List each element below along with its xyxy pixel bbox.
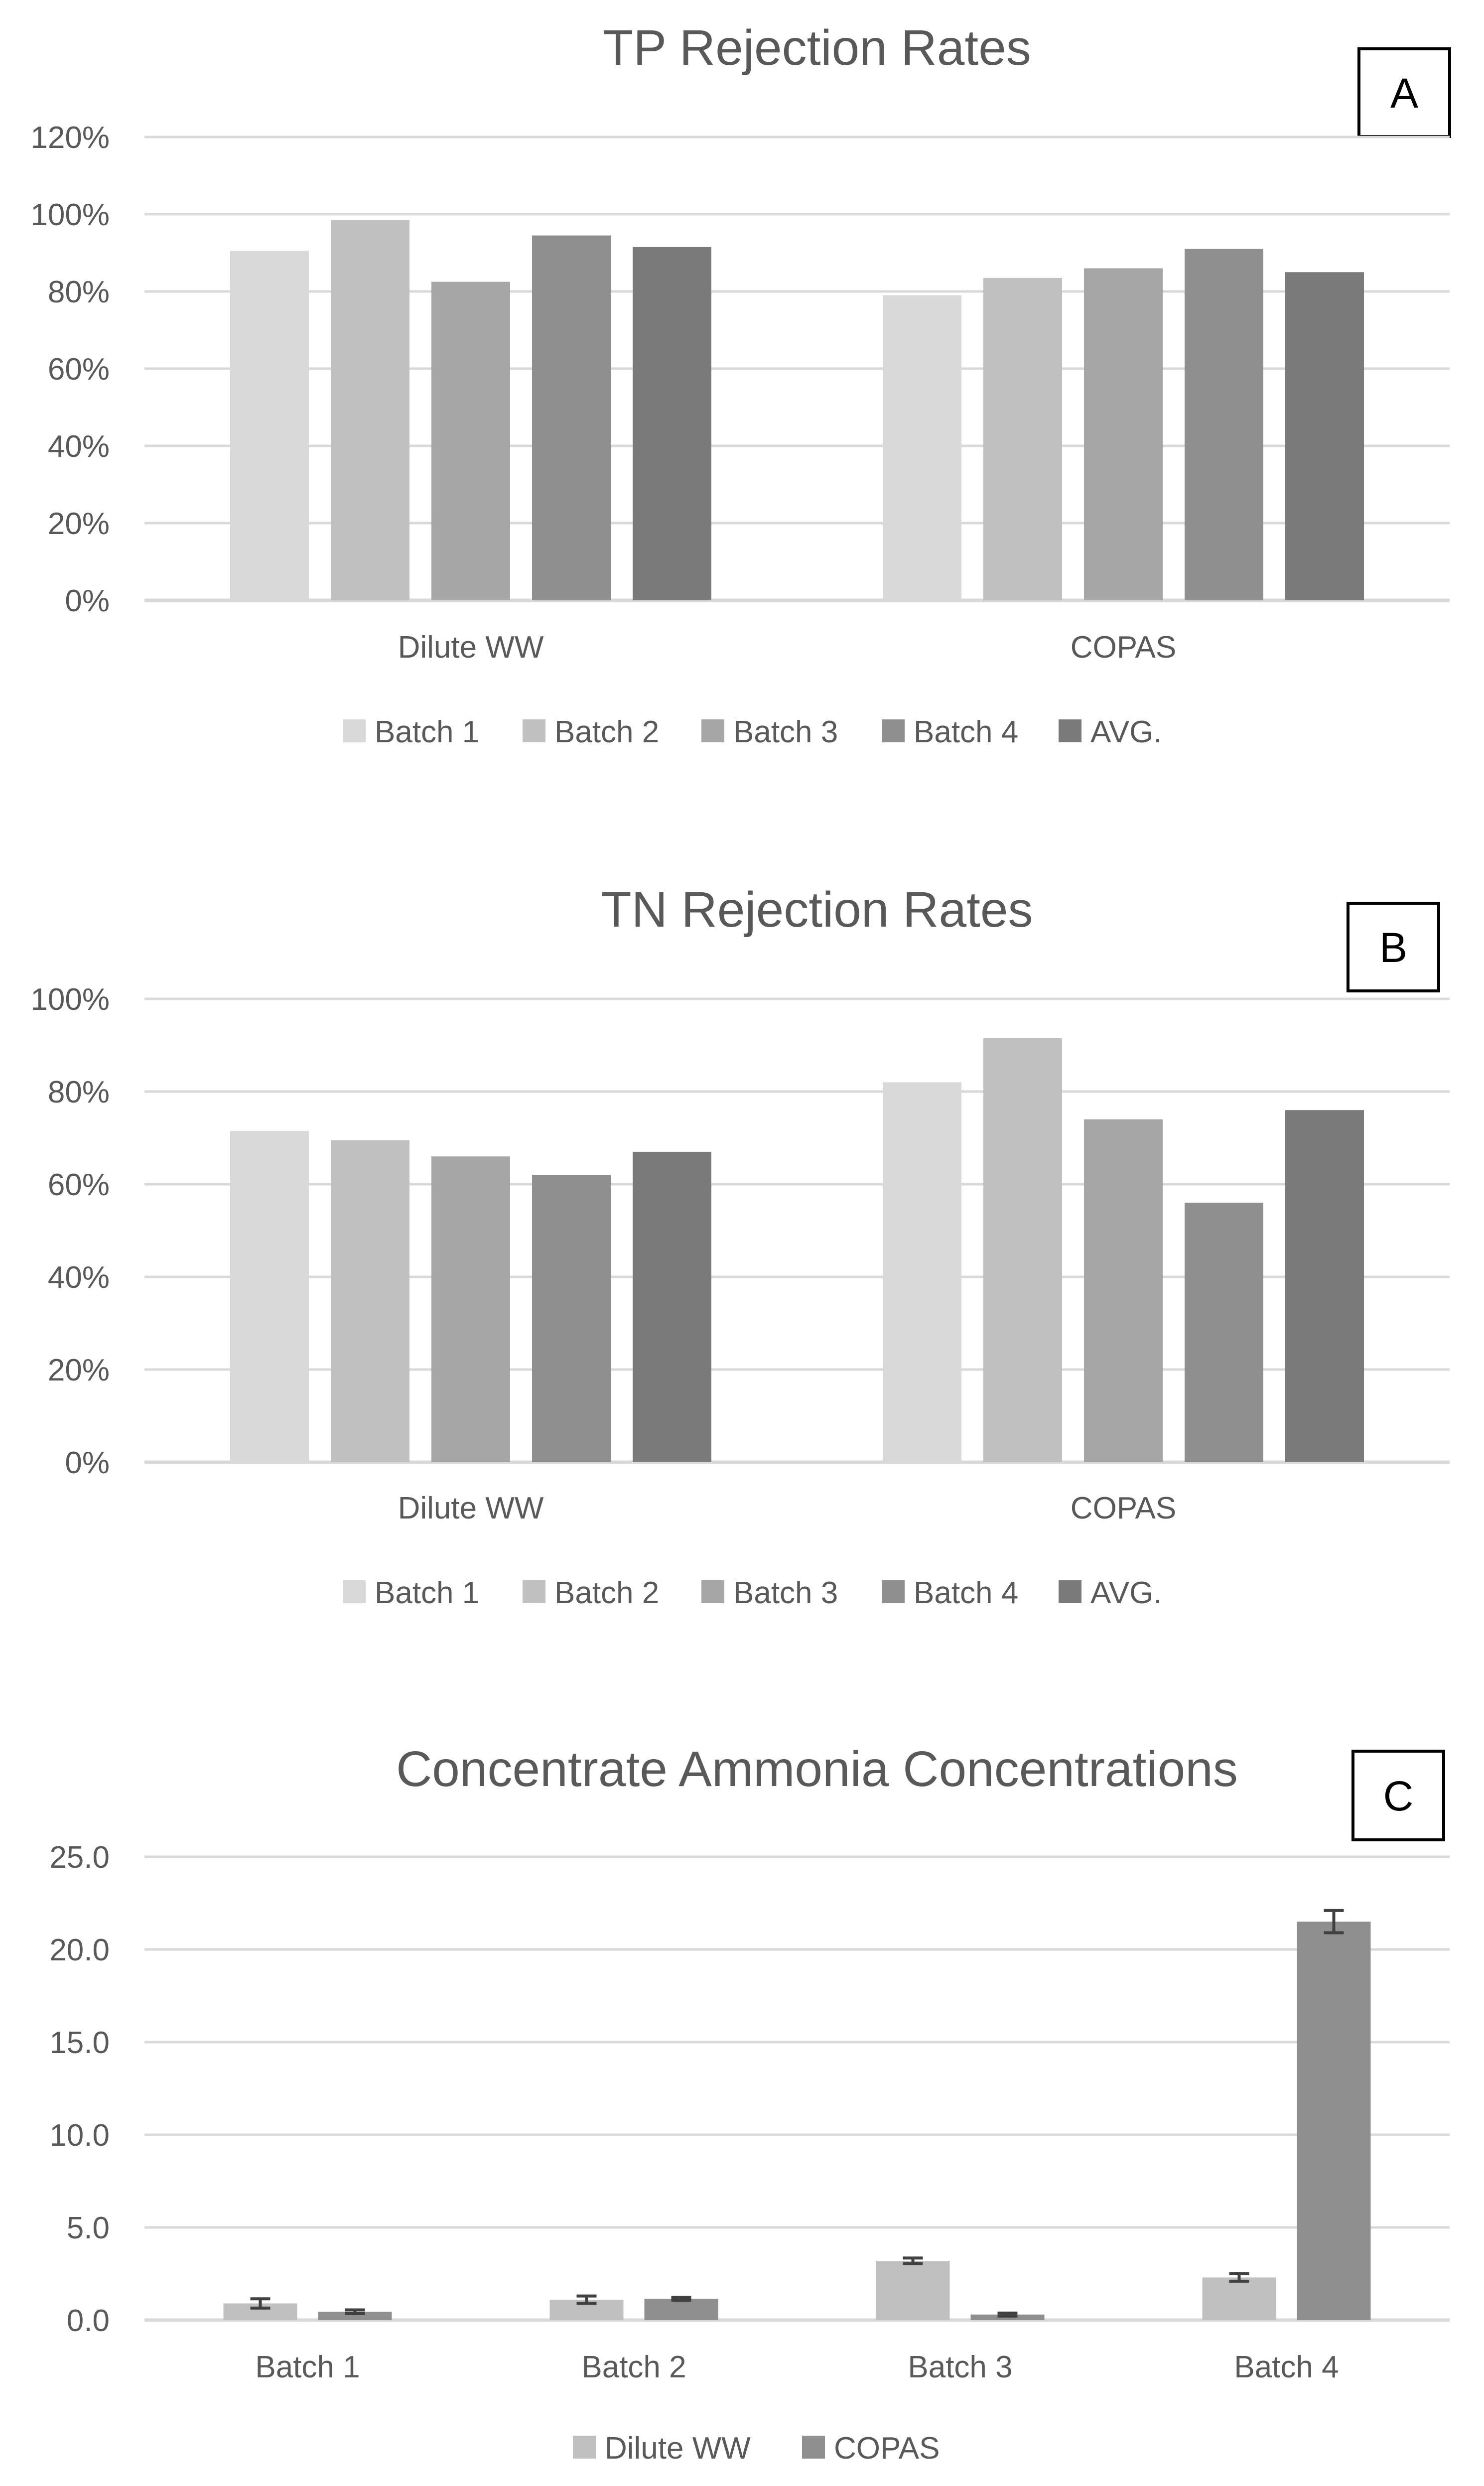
x-category-label: Dilute WW — [398, 630, 544, 665]
x-category-label: Batch 3 — [908, 2350, 1012, 2384]
panel-label: B — [1379, 924, 1407, 971]
legend-swatch — [1059, 719, 1081, 742]
x-category-label: Dilute WW — [398, 1491, 544, 1525]
y-tick-label: 25.0 — [49, 1840, 110, 1875]
y-tick-label: 80% — [48, 275, 110, 309]
x-category-label: COPAS — [1071, 1491, 1176, 1525]
y-tick-label: 100% — [30, 982, 110, 1017]
bar — [230, 1131, 309, 1462]
legend-swatch — [523, 719, 545, 742]
y-tick-label: 10.0 — [49, 2118, 110, 2153]
x-category-label: COPAS — [1071, 630, 1176, 665]
chart-panel-c: Concentrate Ammonia Concentrations C 0.0 5.… — [49, 1741, 1450, 2466]
legend-label: Batch 1 — [375, 1576, 479, 1610]
legend-swatch — [882, 719, 905, 742]
bar — [1084, 1119, 1163, 1462]
legend-label: Batch 2 — [554, 715, 659, 749]
legend-label: Batch 4 — [914, 1576, 1018, 1610]
panel-label-box — [1351, 1750, 1445, 1841]
y-tick-label: 15.0 — [49, 2026, 110, 2060]
bar — [983, 1038, 1062, 1462]
y-tick-label: 60% — [48, 1168, 110, 1202]
bar — [532, 1175, 611, 1462]
legend-swatch — [701, 719, 724, 742]
legend-label: Batch 3 — [733, 1576, 838, 1610]
y-tick-label: 0.0 — [67, 2304, 110, 2338]
panel-label: A — [1390, 70, 1418, 117]
bar — [532, 235, 611, 600]
bar — [1084, 268, 1163, 600]
legend-label: Batch 3 — [733, 715, 838, 749]
legend-swatch — [343, 1580, 366, 1603]
bar — [431, 1156, 510, 1462]
bar — [883, 295, 961, 600]
y-tick-label: 60% — [48, 352, 110, 387]
chart-title: TP Rejection Rates — [603, 20, 1031, 76]
bar — [1185, 249, 1263, 600]
y-tick-label: 80% — [48, 1075, 110, 1109]
y-tick-label: 40% — [48, 1260, 110, 1295]
legend-swatch — [343, 719, 366, 742]
bar — [331, 1140, 409, 1462]
bar — [331, 220, 409, 600]
legend-label: COPAS — [834, 2431, 940, 2466]
y-tick-label: 5.0 — [67, 2211, 110, 2245]
bar — [633, 247, 711, 600]
y-tick-label: 20% — [48, 507, 110, 541]
legend-swatch — [573, 2436, 596, 2459]
panel-label-box — [1347, 902, 1440, 992]
x-category-label: Batch 1 — [255, 2350, 360, 2384]
bar — [318, 2312, 392, 2320]
bar — [644, 2299, 718, 2320]
bar — [1285, 272, 1364, 600]
bar — [1285, 1110, 1364, 1462]
legend-label: Batch 2 — [554, 1576, 659, 1610]
y-tick-label: 120% — [30, 121, 110, 155]
panel-label-box — [1357, 47, 1451, 138]
bar — [230, 251, 309, 600]
bar — [1297, 1922, 1371, 2320]
y-tick-label: 20% — [48, 1353, 110, 1387]
bar — [983, 277, 1062, 600]
bar — [876, 2260, 950, 2320]
y-tick-label: 40% — [48, 429, 110, 464]
legend-label: Batch 4 — [914, 715, 1018, 749]
legend-label: AVG. — [1090, 715, 1162, 749]
legend-label: Dilute WW — [605, 2431, 751, 2466]
legend-label: AVG. — [1090, 1576, 1162, 1610]
legend-swatch — [701, 1580, 724, 1603]
legend-swatch — [882, 1580, 905, 1603]
chart-panel-b: TN Rejection Rates B 0% 20% 40% 60% 80% 100% Dil… — [30, 882, 1450, 1610]
y-tick-label: 0% — [65, 1446, 110, 1480]
chart-title: Concentrate Ammonia Concentrations — [396, 1741, 1238, 1797]
bar — [431, 281, 510, 600]
y-tick-label: 20.0 — [49, 1933, 110, 1967]
bar — [633, 1151, 711, 1462]
panel-label: C — [1383, 1773, 1414, 1819]
y-tick-label: 100% — [30, 198, 110, 232]
chart-panel-a: TP Rejection Rates A 0% 20% 40% 60% 80% 100% 120… — [30, 20, 1451, 749]
legend-swatch — [802, 2436, 825, 2459]
legend-swatch — [1059, 1580, 1081, 1603]
bar — [1185, 1203, 1263, 1462]
y-tick-label: 0% — [65, 584, 110, 618]
chart-title: TN Rejection Rates — [601, 882, 1033, 938]
x-category-label: Batch 4 — [1234, 2350, 1339, 2384]
legend-swatch — [523, 1580, 545, 1603]
legend-label: Batch 1 — [375, 715, 479, 749]
x-category-label: Batch 2 — [581, 2350, 686, 2384]
bar — [883, 1082, 961, 1462]
bar — [1202, 2277, 1276, 2320]
